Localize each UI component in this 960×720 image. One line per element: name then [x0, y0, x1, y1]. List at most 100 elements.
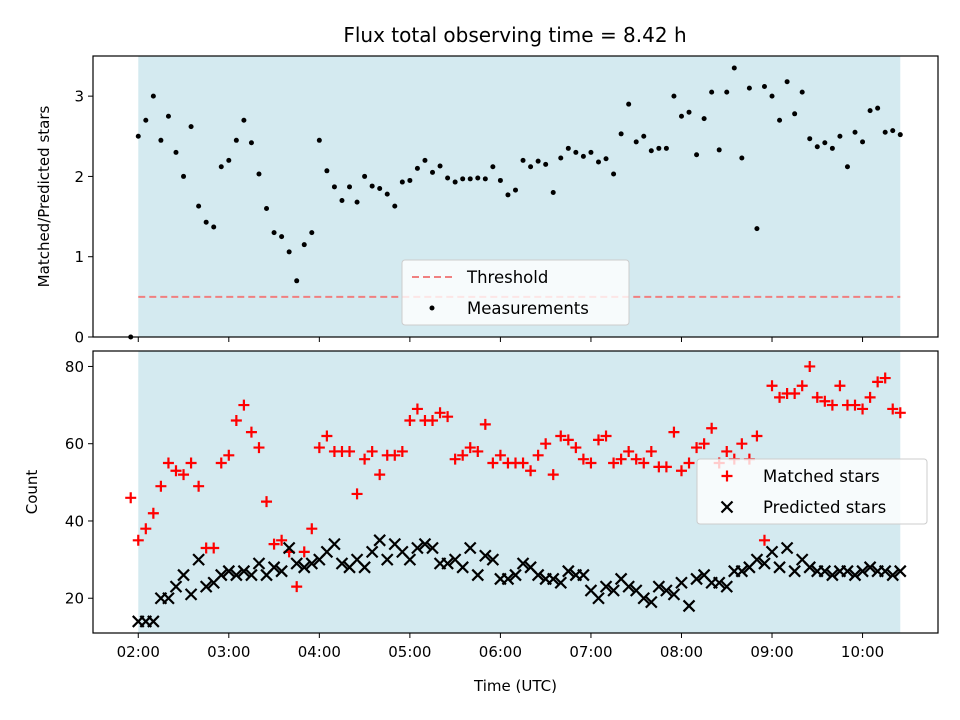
- matched-star-point: [245, 426, 257, 438]
- matched-star-point: [389, 449, 401, 461]
- matched-star-point: [298, 546, 310, 558]
- predicted-star-point: [252, 557, 266, 570]
- predicted-star-point: [622, 580, 635, 593]
- matched-star-point: [140, 523, 152, 535]
- measurement-point: [407, 177, 413, 183]
- measurement-point: [143, 117, 149, 123]
- matched-star-point: [517, 457, 529, 469]
- predicted-star-point: [184, 588, 198, 601]
- predicted-star-point: [599, 580, 613, 593]
- measurement-point: [165, 113, 171, 119]
- top-y-ticks: 0 1 2 3: [74, 88, 93, 347]
- measurement-point: [694, 152, 700, 158]
- measurement-point: [580, 153, 586, 159]
- measurement-point: [392, 203, 398, 209]
- matched-star-point: [872, 376, 884, 388]
- measurement-point: [852, 129, 858, 135]
- predicted-star-point: [463, 541, 477, 555]
- measurement-point: [150, 93, 156, 99]
- measurement-point: [573, 149, 579, 155]
- matched-star-point: [162, 457, 174, 469]
- measurement-point: [482, 176, 488, 182]
- matched-star-point: [359, 453, 371, 465]
- measurement-point: [844, 164, 850, 170]
- y-tick-label: 40: [65, 512, 84, 530]
- predicted-star-point: [554, 576, 568, 590]
- legend-threshold-label: Threshold: [466, 268, 548, 287]
- measurement-point: [362, 173, 368, 179]
- matched-star-point: [147, 507, 159, 519]
- predicted-star-point: [758, 557, 771, 570]
- bottom-marks: [125, 360, 907, 628]
- predicted-star-point: [645, 595, 658, 609]
- predicted-star-point: [818, 564, 832, 578]
- predicted-star-point: [863, 561, 877, 574]
- matched-star-point: [691, 442, 703, 454]
- measurement-point: [528, 164, 534, 170]
- predicted-star-point: [546, 572, 560, 586]
- measurement-point: [422, 157, 428, 163]
- matched-star-point: [585, 457, 597, 469]
- predicted-star-point: [426, 541, 439, 555]
- matched-star-point: [751, 430, 763, 442]
- predicted-star-point: [335, 557, 349, 570]
- predicted-star-point: [328, 537, 341, 551]
- measurement-point: [618, 131, 624, 137]
- measurement-point: [445, 175, 451, 181]
- measurement-point: [233, 137, 239, 143]
- matched-star-point: [774, 391, 786, 403]
- predicted-star-point: [237, 564, 251, 578]
- measurement-point: [724, 89, 730, 95]
- top-legend-box: [401, 259, 630, 326]
- matched-star-point: [608, 457, 620, 469]
- predicted-star-point: [878, 564, 892, 578]
- predicted-star-point: [230, 568, 243, 582]
- measurement-point: [777, 117, 783, 123]
- predicted-star-point: [177, 568, 190, 582]
- measurement-point: [513, 187, 518, 193]
- matched-star-point: [268, 538, 280, 550]
- matched-star-point: [736, 438, 748, 450]
- predicted-star-point: [169, 580, 183, 593]
- predicted-star-point: [652, 580, 666, 593]
- predicted-star-point: [765, 545, 779, 559]
- bottom-y-ticks: 20 40 60 80: [65, 358, 93, 608]
- measurement-point: [256, 171, 262, 177]
- predicted-star-point: [245, 568, 258, 582]
- measurement-point: [814, 144, 820, 150]
- measurement-point: [875, 105, 881, 111]
- matched-star-point: [449, 453, 461, 465]
- matched-star-point: [645, 445, 657, 457]
- matched-star-point: [261, 496, 273, 508]
- predicted-star-point: [199, 580, 213, 593]
- measurement-point: [761, 84, 767, 90]
- bottom-legend: Matched stars Predicted stars: [696, 458, 928, 525]
- matched-star-point: [344, 445, 356, 457]
- predicted-star-point: [773, 561, 786, 574]
- predicted-star-point: [358, 561, 371, 574]
- measurement-point: [414, 165, 420, 171]
- measurement-point: [347, 184, 353, 190]
- matched-star-point: [698, 438, 710, 450]
- predicted-star-point: [380, 553, 394, 566]
- predicted-star-point: [290, 557, 303, 570]
- matched-star-point: [623, 445, 635, 457]
- measurement-point: [181, 173, 187, 179]
- measurement-point: [678, 113, 684, 119]
- measurement-point: [339, 198, 345, 204]
- matched-star-point: [834, 380, 846, 392]
- predicted-star-point: [750, 553, 764, 566]
- predicted-star-point: [682, 599, 696, 613]
- measurement-point: [211, 224, 217, 230]
- matched-star-point: [321, 430, 333, 442]
- matched-star-point: [683, 457, 695, 469]
- matched-star-point: [434, 407, 446, 419]
- measurement-point: [316, 137, 322, 143]
- measurement-point: [890, 128, 896, 134]
- measurement-point: [203, 219, 209, 225]
- predicted-star-point: [667, 588, 681, 601]
- measurement-point: [837, 133, 843, 139]
- predicted-star-point: [486, 553, 500, 566]
- matched-star-point: [668, 426, 680, 438]
- measurement-point: [286, 249, 292, 255]
